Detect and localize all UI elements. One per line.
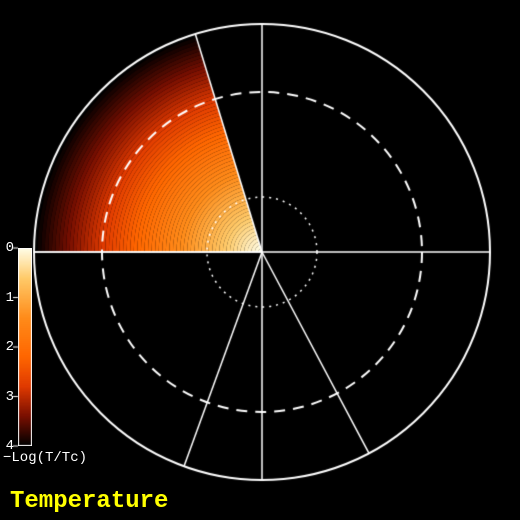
colorbar-tick-label: 3 [2,389,14,405]
colorbar-tick-label: 1 [2,290,14,306]
colorbar-tick-label: 4 [2,438,14,454]
figure-title: Temperature [10,488,168,515]
colorbar-tick-label: 0 [2,240,14,256]
colorbar-axis-label: −Log(T/Tc) [3,450,87,466]
figure-container: −Log(T/Tc) Temperature 0 1 2 3 4 [0,0,520,520]
colorbar-canvas [18,248,32,446]
polar-plot-canvas [0,0,520,520]
colorbar-tick-label: 2 [2,339,14,355]
